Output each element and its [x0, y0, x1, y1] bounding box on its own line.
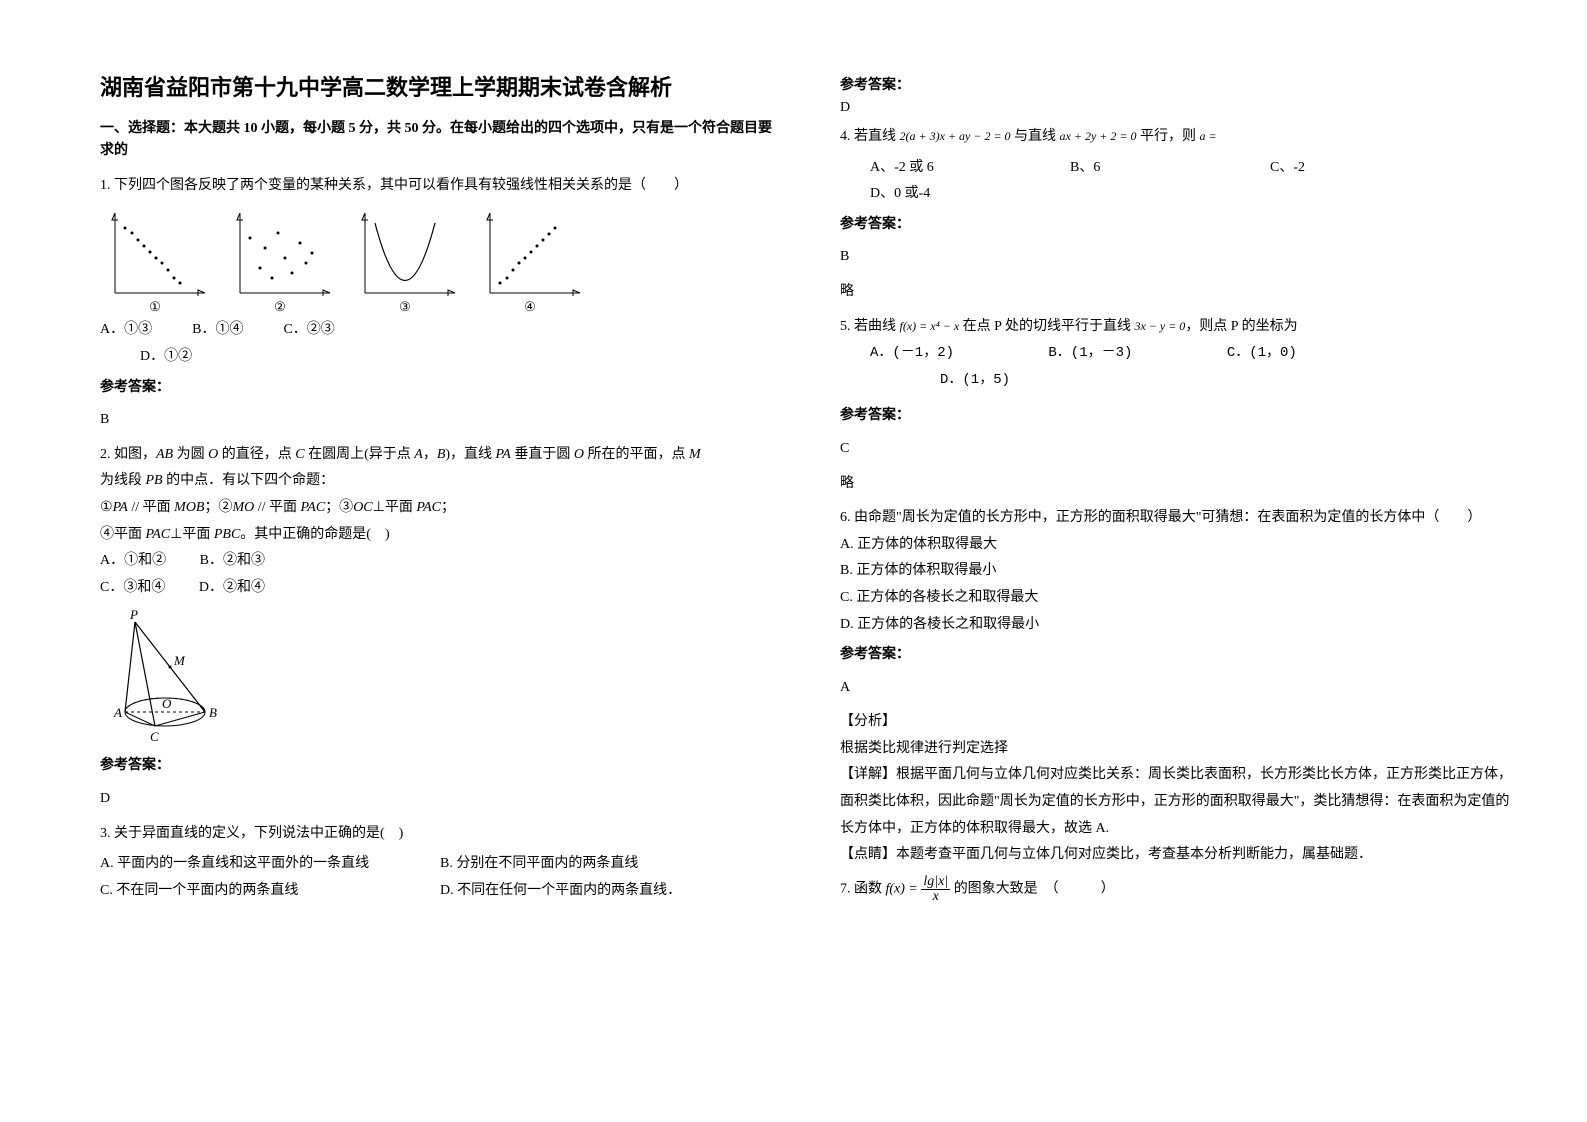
q3-ans-label: 参考答案： [840, 74, 1520, 94]
q1-ans: B [100, 407, 780, 434]
q5-optC: C．(1，0) [1227, 340, 1297, 367]
question-5: 5. 若曲线 f(x) = x⁴ − x 在点 P 处的切线平行于直线 3x −… [840, 314, 1520, 498]
q2-optC: C．③和④ [100, 580, 165, 595]
q2-optB: B．②和③ [200, 553, 265, 568]
q6-detail: 【详解】根据平面几何与立体几何对应类比关系：周长类比表面积，长方形类比长方体，正… [840, 762, 1520, 842]
q3-optD: D. 不同在任何一个平面内的两条直线． [440, 878, 780, 905]
q7-den: x [921, 890, 950, 904]
q6-optB: B. 正方体的体积取得最小 [840, 558, 1520, 585]
chart-label-4: ④ [524, 299, 536, 313]
cone-label-B: B [209, 705, 217, 720]
q2-cone-figure: P M A O B C [100, 607, 240, 747]
q4-ans-label: 参考答案： [840, 212, 1520, 239]
q6-analysis-label: 【分析】 [840, 709, 1520, 736]
q1-ans-label: 参考答案： [100, 375, 780, 402]
q3-optC: C. 不在同一个平面内的两条直线 [100, 878, 440, 905]
q6-ans-label: 参考答案： [840, 642, 1520, 669]
q6-optD: D. 正方体的各棱长之和取得最小 [840, 612, 1520, 639]
q6-ans: A [840, 675, 1520, 702]
q7-fraction: lg|x| x [921, 875, 950, 904]
q4-ans: B [840, 244, 1520, 271]
q2-opts-row1: A．①和② B．②和③ [100, 548, 780, 575]
page-title: 湖南省益阳市第十九中学高二数学理上学期期末试卷含解析 [100, 70, 780, 102]
question-7: 7. 函数 f(x) = lg|x| x 的图象大致是 （ ） [840, 875, 1520, 904]
q1-optB: B．①④ [192, 317, 243, 344]
q5-optA: A．(－1，2) [870, 340, 1040, 367]
cone-label-O: O [162, 696, 172, 711]
q1-stem: 1. 下列四个图各反映了两个变量的某种关系，其中可以看作具有较强线性相关关系的是… [100, 173, 780, 200]
q4-stem: 4. 若直线 2(a + 3)x + ay − 2 = 0 与直线 ax + 2… [840, 124, 1520, 151]
q7-num: lg|x| [921, 875, 950, 890]
q3-stem: 3. 关于异面直线的定义，下列说法中正确的是( ) [100, 821, 780, 848]
q4-eq1: 2(a + 3)x + ay − 2 = 0 [900, 129, 1011, 143]
q4-optA: A、-2 或 6 [870, 155, 1030, 182]
left-column: 湖南省益阳市第十九中学高二数学理上学期期末试卷含解析 一、选择题：本大题共 10… [100, 70, 780, 1082]
cone-label-A: A [113, 705, 122, 720]
q2-ans: D [100, 786, 780, 813]
q4-optD: D、0 或-4 [870, 181, 930, 208]
q7-stem-b: 的图象大致是 （ ） [954, 882, 1115, 897]
q5-eq2: 3x − y = 0 [1134, 319, 1185, 333]
q5-stem: 5. 若曲线 f(x) = x⁴ − x 在点 P 处的切线平行于直线 3x −… [840, 314, 1520, 341]
q6-optA: A. 正方体的体积取得最大 [840, 532, 1520, 559]
q5-ans: C [840, 436, 1520, 463]
q6-comment: 【点睛】本题考查平面几何与立体几何对应类比，考查基本分析判断能力，属基础题． [840, 842, 1520, 869]
q2-props-2: ④平面 PAC⊥平面 PBC。其中正确的命题是( ) [100, 522, 780, 549]
q2-optD: D．②和④ [199, 580, 265, 595]
q1-optD: D．①② [140, 344, 780, 371]
q5-optB: B．(1，－3) [1048, 340, 1218, 367]
q7-stem-a: 7. 函数 [840, 882, 886, 897]
q2-ans-label: 参考答案： [100, 753, 780, 780]
chart-label-1: ① [149, 299, 161, 313]
question-6: 6. 由命题"周长为定值的长方形中，正方形的面积取得最大"可猜想：在表面积为定值… [840, 505, 1520, 869]
cone-label-M: M [173, 653, 186, 668]
q1-options: A．①③ B．①④ C．②③ [100, 317, 780, 344]
question-2: 2. 如图，AB 为圆 O 的直径，点 C 在圆周上(异于点 A，B)，直线 P… [100, 442, 780, 813]
chart-label-3: ③ [399, 299, 411, 313]
q6-analysis: 根据类比规律进行判定选择 [840, 736, 1520, 763]
q4-optC: C、-2 [1270, 155, 1430, 182]
q4-eq3: a = [1200, 129, 1217, 143]
q5-eq1: f(x) = x⁴ − x [900, 319, 960, 333]
question-1: 1. 下列四个图各反映了两个变量的某种关系，其中可以看作具有较强线性相关关系的是… [100, 173, 780, 434]
q5-optD: D．(1，5) [940, 367, 1520, 394]
question-4: 4. 若直线 2(a + 3)x + ay − 2 = 0 与直线 ax + 2… [840, 124, 1520, 306]
q2-opts-row2: C．③和④ D．②和④ [100, 575, 780, 602]
q2-optA: A．①和② [100, 553, 166, 568]
q1-charts: ① ② ③ [100, 203, 600, 313]
q3-ans: D [840, 100, 1520, 116]
cone-label-P: P [129, 607, 138, 622]
q4-eq2: ax + 2y + 2 = 0 [1060, 129, 1137, 143]
chart-label-2: ② [274, 299, 286, 313]
q5-opts-row: A．(－1，2) B．(1，－3) C．(1，0) [870, 340, 1520, 367]
q2-stem-l2: 为线段 PB 的中点．有以下四个命题： [100, 468, 780, 495]
q6-optC: C. 正方体的各棱长之和取得最大 [840, 585, 1520, 612]
question-3: 3. 关于异面直线的定义，下列说法中正确的是( ) A. 平面内的一条直线和这平… [100, 821, 780, 905]
q5-ans-label: 参考答案： [840, 403, 1520, 430]
q4-ans2: 略 [840, 279, 1520, 306]
q3-optB: B. 分别在不同平面内的两条直线 [440, 851, 780, 878]
q4-optB: B、6 [1070, 155, 1230, 182]
q5-ans2: 略 [840, 471, 1520, 498]
q2-props: ①PA // 平面 MOB；②MO // 平面 PAC；③OC⊥平面 PAC； [100, 495, 780, 522]
cone-label-C: C [150, 729, 159, 744]
section-1-heading: 一、选择题：本大题共 10 小题，每小题 5 分，共 50 分。在每小题给出的四… [100, 118, 780, 163]
q7-fx: f(x) = [886, 882, 918, 897]
q1-optC: C．②③ [283, 317, 334, 344]
q3-options: A. 平面内的一条直线和这平面外的一条直线 B. 分别在不同平面内的两条直线 C… [100, 851, 780, 904]
q4-options: A、-2 或 6 B、6 C、-2 D、0 或-4 [870, 155, 1520, 208]
right-column: 参考答案： D 4. 若直线 2(a + 3)x + ay − 2 = 0 与直… [840, 70, 1520, 1082]
q6-stem: 6. 由命题"周长为定值的长方形中，正方形的面积取得最大"可猜想：在表面积为定值… [840, 505, 1520, 532]
q2-stem: 2. 如图，AB 为圆 O 的直径，点 C 在圆周上(异于点 A，B)，直线 P… [100, 442, 780, 469]
q3-optA: A. 平面内的一条直线和这平面外的一条直线 [100, 851, 440, 878]
q1-optA: A．①③ [100, 317, 152, 344]
